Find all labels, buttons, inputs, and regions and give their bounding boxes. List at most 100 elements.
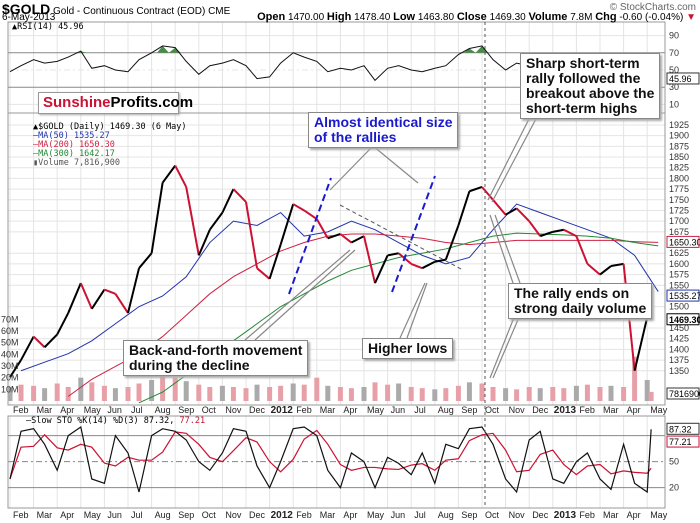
ma50-value-tag-box bbox=[666, 289, 700, 302]
month-label: Feb bbox=[296, 510, 312, 520]
month-label: May bbox=[367, 405, 385, 415]
sto-d-value-tag: 77.21 bbox=[669, 437, 692, 447]
volume-bar bbox=[207, 386, 213, 401]
month-label: Dec bbox=[249, 510, 266, 520]
callout-line: Back-and-forth movement bbox=[129, 342, 303, 358]
symbol: $GOLD bbox=[2, 1, 51, 17]
month-label: Mar bbox=[320, 405, 336, 415]
callout-pointer bbox=[329, 145, 374, 191]
volume-bar bbox=[455, 385, 461, 401]
price-segment bbox=[303, 209, 318, 220]
price-segment bbox=[505, 207, 518, 216]
sto-legend: —Slow STO %K(14) %D(3) 87.32, 77.21 bbox=[26, 416, 206, 426]
callout-pointer bbox=[494, 214, 521, 284]
ma50-legend: —MA(50) 1535.27 bbox=[33, 131, 110, 141]
month-label: Oct bbox=[202, 405, 217, 415]
month-label: Jul bbox=[414, 510, 426, 520]
month-label: Apr bbox=[343, 510, 357, 520]
close-value-tag-box bbox=[666, 313, 700, 326]
price-segment bbox=[552, 228, 565, 233]
volume-bar bbox=[550, 386, 556, 401]
volume-bar bbox=[490, 386, 496, 401]
volume-bar bbox=[408, 386, 414, 401]
ma50-legend-text: MA(50) 1535.27 bbox=[38, 131, 110, 141]
rsi-tick-label: 30 bbox=[669, 82, 679, 92]
high-label: High bbox=[326, 11, 352, 23]
month-label: Nov bbox=[509, 510, 526, 520]
month-label: Feb bbox=[579, 405, 595, 415]
month-label: Apr bbox=[343, 405, 357, 415]
month-label: Nov bbox=[225, 510, 242, 520]
trend-line bbox=[339, 204, 464, 271]
month-label: Apr bbox=[60, 510, 74, 520]
price-segment bbox=[633, 317, 649, 371]
month-label: Jul bbox=[414, 405, 426, 415]
sto-k-value-tag-box bbox=[666, 422, 700, 435]
month-label: Apr bbox=[627, 405, 641, 415]
month-label: May bbox=[367, 510, 385, 520]
rsi-overbought-fill bbox=[463, 48, 476, 53]
close-value-tag: 1469.30 bbox=[669, 315, 700, 325]
month-label: Mar bbox=[37, 510, 53, 520]
price-tick-label: 1600 bbox=[669, 259, 689, 269]
price-segment bbox=[563, 228, 577, 238]
logo-part1: Sunshine bbox=[43, 94, 111, 111]
volume-bar bbox=[314, 377, 320, 401]
callout-higher-lows: Higher lows bbox=[362, 338, 454, 359]
price-segment bbox=[279, 203, 295, 245]
annotation-lines bbox=[244, 22, 538, 508]
month-label: Sep bbox=[461, 405, 477, 415]
volume-bar bbox=[278, 385, 284, 401]
volume-bar bbox=[267, 386, 273, 401]
callout-rallies: Almost identical size of the rallies bbox=[308, 112, 459, 148]
volume-legend-text: Volume 7,816,900 bbox=[38, 158, 121, 168]
ma200-legend: —MA(200) 1650.30 bbox=[33, 140, 115, 150]
price-tick-label: 1350 bbox=[669, 366, 689, 376]
callout-line: The rally ends on bbox=[514, 285, 630, 301]
sto-tick-label: 50 bbox=[669, 457, 679, 467]
price-segment bbox=[492, 199, 507, 216]
price-segment bbox=[104, 288, 116, 295]
sto-tick-label: 20 bbox=[669, 483, 679, 493]
price-segment bbox=[174, 165, 188, 188]
price-segment bbox=[90, 289, 106, 310]
price-segment bbox=[539, 230, 554, 238]
rally-measure-line bbox=[391, 175, 436, 293]
price-tick-label: 1575 bbox=[669, 270, 689, 280]
price-tick-label: 1700 bbox=[669, 216, 689, 226]
volume-bar bbox=[443, 388, 449, 401]
rsi-tick-label: 50 bbox=[669, 65, 679, 75]
volume-bar bbox=[348, 388, 354, 401]
price-tick-label: 1550 bbox=[669, 280, 689, 290]
volume-bar bbox=[89, 382, 95, 401]
volume-bar bbox=[419, 388, 425, 401]
volume-bar bbox=[503, 388, 509, 401]
volume-value-tag: 7816900 bbox=[669, 389, 700, 399]
callout-pointer bbox=[489, 314, 516, 379]
month-label: Jun bbox=[391, 405, 406, 415]
month-label: Dec bbox=[249, 405, 266, 415]
price-segment bbox=[245, 201, 258, 269]
volume-tick-label: 30M bbox=[1, 361, 19, 371]
price-segment bbox=[327, 233, 341, 240]
volume-bar bbox=[112, 388, 118, 401]
month-label: Jul bbox=[131, 405, 143, 415]
callout-pointer bbox=[372, 145, 419, 184]
volume-bar bbox=[584, 384, 590, 401]
volume-bars bbox=[7, 356, 654, 401]
month-label: Nov bbox=[225, 405, 242, 415]
callout-pointer bbox=[244, 249, 351, 341]
price-segment bbox=[56, 312, 70, 335]
month-label: Feb bbox=[296, 405, 312, 415]
price-segment bbox=[315, 218, 329, 239]
price-tick-label: 1400 bbox=[669, 344, 689, 354]
quote-summary: Open 1470.00 High 1478.40 Low 1463.80 Cl… bbox=[257, 11, 696, 23]
close-value: 1469.30 bbox=[489, 12, 526, 23]
callout-line: Sharp short-term bbox=[526, 55, 640, 71]
price-segment bbox=[127, 267, 140, 314]
price-segment bbox=[268, 244, 282, 280]
price-segment bbox=[421, 260, 436, 270]
price-segment bbox=[575, 235, 589, 265]
month-label: Apr bbox=[60, 405, 74, 415]
